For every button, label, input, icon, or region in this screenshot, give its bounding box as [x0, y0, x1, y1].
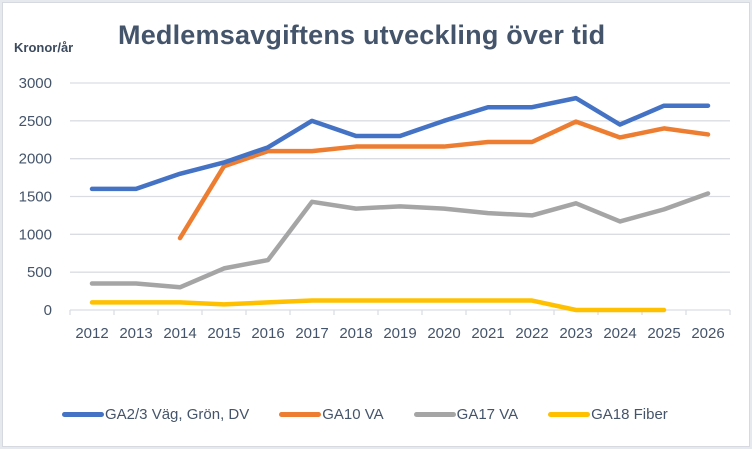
x-tick-labels: 2012 2013 2014 2015 2016 2017 2018 2019 2020 2021… — [75, 325, 724, 342]
y-tick-labels: 0 500 1000 1500 2000 2500 3000 — [19, 75, 52, 319]
x-tick-label: 2023 — [559, 325, 592, 342]
legend-item: GA17 VA — [413, 406, 519, 423]
x-tick-label: 2024 — [603, 325, 636, 342]
legend-label: GA2/3 Väg, Grön, DV — [105, 406, 250, 423]
x-tick-label: 2026 — [691, 325, 724, 342]
x-tick-label: 2021 — [471, 325, 504, 342]
series-ga2-3-v-g-gr-n-dv — [89, 95, 711, 192]
y-tick-label: 3000 — [19, 75, 52, 92]
legend: GA2/3 Väg, Grön, DV GA10 VA GA17 VA GA18 Fi… — [62, 406, 698, 423]
y-tick-label: 1000 — [19, 226, 52, 243]
x-tick-label: 2025 — [647, 325, 680, 342]
series-ga18-fiber — [89, 298, 667, 313]
legend-label: GA17 VA — [456, 406, 519, 423]
x-tick-label: 2014 — [163, 325, 196, 342]
x-tick-label: 2020 — [427, 325, 460, 342]
y-tick-label: 2500 — [19, 113, 52, 130]
x-tick-label: 2022 — [515, 325, 548, 342]
x-tick-label: 2015 — [207, 325, 240, 342]
legend-label: GA18 Fiber — [591, 406, 668, 423]
y-tick-label: 500 — [27, 264, 52, 281]
x-tick-label: 2018 — [339, 325, 372, 342]
legend-swatch — [413, 412, 456, 417]
legend-item: GA2/3 Väg, Grön, DV — [62, 406, 249, 423]
x-tick-label: 2017 — [295, 325, 328, 342]
y-tick-label: 2000 — [19, 151, 52, 168]
series-ga17-va — [89, 191, 711, 290]
x-tick-label: 2012 — [75, 325, 108, 342]
legend-swatch — [62, 412, 104, 417]
series-ga10-va — [177, 119, 711, 241]
legend-item: GA10 VA — [279, 406, 384, 423]
series-lines — [89, 95, 711, 313]
y-axis-label: Kronor/år — [14, 40, 74, 55]
legend-item: GA18 Fiber — [548, 406, 668, 423]
y-tick-label: 1500 — [19, 189, 52, 206]
x-tick-label: 2013 — [119, 325, 152, 342]
series-line — [89, 191, 711, 290]
chart-title: Medlemsavgiftens utveckling över tid — [118, 20, 606, 50]
legend-swatch — [279, 412, 322, 417]
x-tick-label: 2019 — [383, 325, 416, 342]
series-line — [177, 119, 711, 241]
y-tick-label: 0 — [44, 302, 52, 319]
series-line — [89, 298, 667, 313]
legend-swatch — [548, 412, 591, 417]
legend-label: GA10 VA — [322, 406, 384, 423]
series-line — [89, 95, 711, 192]
x-tick-label: 2016 — [251, 325, 284, 342]
